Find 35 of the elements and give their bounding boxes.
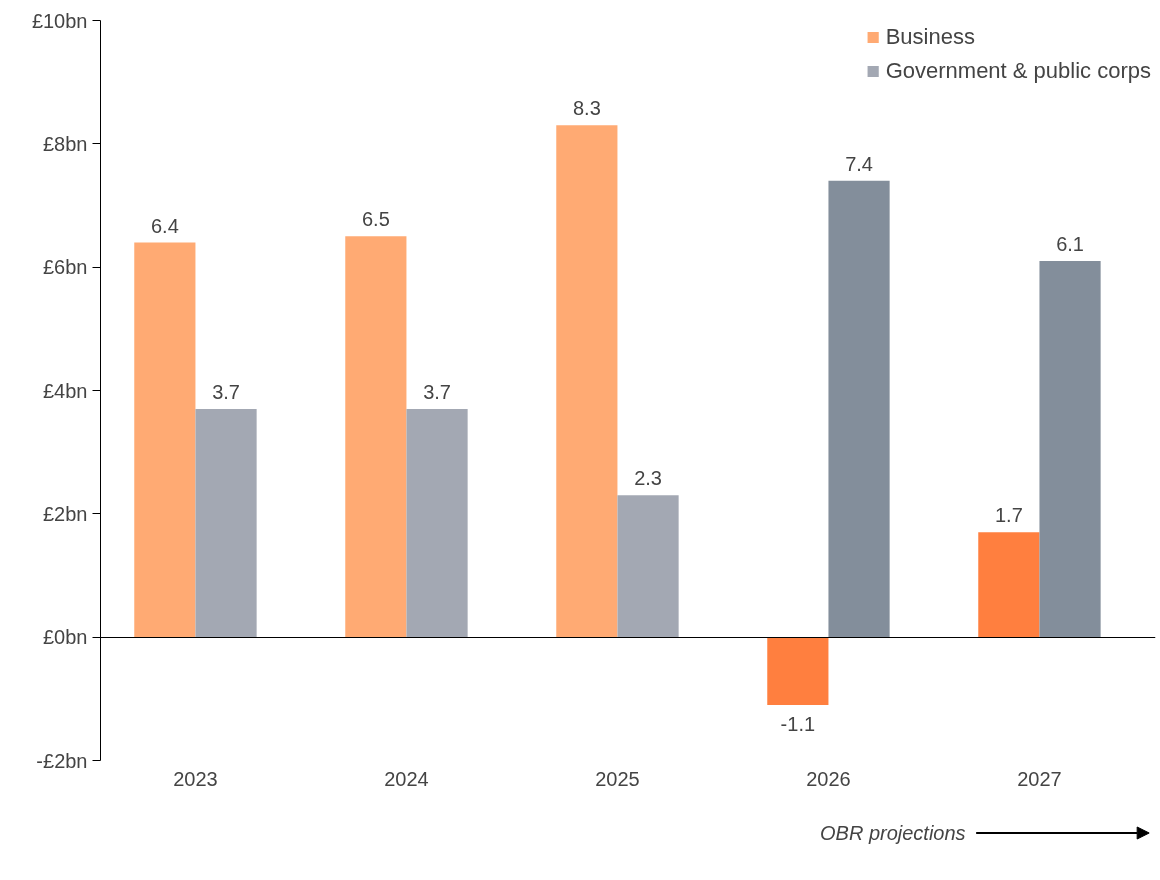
x-tick-label: 2023 (173, 767, 218, 790)
x-tick-label: 2027 (1017, 767, 1062, 790)
data-label: 6.1 (1056, 233, 1084, 255)
y-tick-label: £4bn (43, 379, 88, 402)
legend-label: Business (885, 24, 975, 50)
data-label: 6.4 (150, 214, 179, 237)
legend-label: Government & public corps (885, 58, 1151, 84)
text: OBR projections (819, 822, 966, 844)
bar (195, 409, 257, 638)
y-tick-label: £8bn (43, 132, 88, 155)
data-label: 1.7 (994, 504, 1023, 527)
bar (978, 532, 1040, 638)
data-label: 8.3 (572, 97, 601, 120)
data-label: -1.1 (780, 713, 816, 735)
bar (767, 637, 829, 705)
x-tick-label: 2024 (384, 767, 429, 790)
bar (828, 180, 890, 638)
bar (556, 125, 618, 638)
data-label: 7.4 (845, 152, 873, 175)
bar (1039, 261, 1101, 638)
data-label: 3.7 (423, 381, 451, 403)
data-label: 6.5 (361, 208, 390, 231)
x-tick-label: 2026 (806, 767, 851, 790)
bar (617, 495, 679, 638)
bar (134, 242, 196, 638)
y-tick-label: -£2bn (36, 749, 88, 772)
bar (406, 409, 468, 638)
data-label: 2.3 (634, 467, 662, 490)
y-tick-label: £6bn (43, 256, 88, 279)
y-tick-label: £2bn (43, 502, 88, 525)
bar (345, 236, 407, 638)
y-tick-label: £10bn (31, 9, 88, 32)
y-tick-label: £0bn (43, 626, 88, 649)
x-tick-label: 2025 (595, 767, 640, 790)
data-label: 3.7 (212, 381, 240, 403)
